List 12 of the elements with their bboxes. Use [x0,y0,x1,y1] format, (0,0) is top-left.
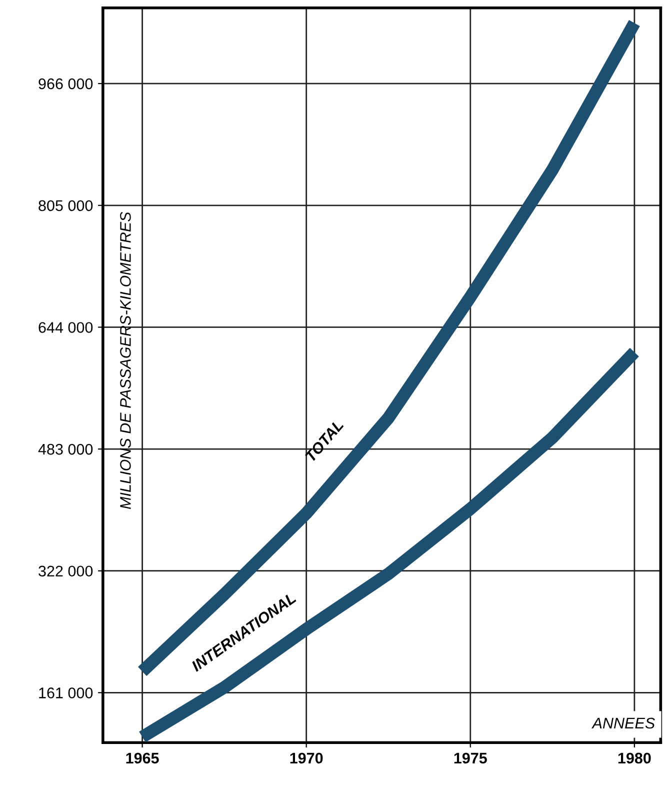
y-tick-label: 644 000 [38,322,93,333]
x-tick-label: 1965 [126,752,159,764]
y-tick-label: 322 000 [38,566,93,577]
x-tick-label: 1975 [454,752,487,764]
x-tick-label: 1970 [290,752,323,764]
x-axis-title: ANNEES [592,718,655,729]
x-tick-label: 1980 [618,752,651,764]
y-tick-label: 483 000 [38,444,93,455]
y-tick-label: 805 000 [38,200,93,212]
y-axis-title: MILLIONS DE PASSAGERS-KILOMETRES [120,212,131,509]
y-tick-label: 161 000 [39,688,93,698]
y-tick-label: 966 000 [38,78,93,90]
